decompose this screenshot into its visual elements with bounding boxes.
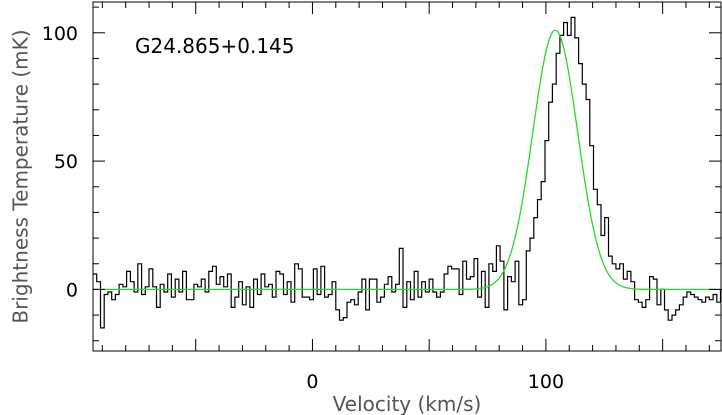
plot-frame xyxy=(92,1,722,352)
data-layer xyxy=(93,16,722,329)
x-axis-label: Velocity (km/s) xyxy=(333,392,482,415)
source-name-label: G24.865+0.145 xyxy=(135,34,295,58)
observed-spectrum-line xyxy=(93,16,722,329)
x-tick-label: 0 xyxy=(306,371,318,393)
gaussian-fit-line xyxy=(93,29,721,291)
y-tick-label: 100 xyxy=(42,23,78,45)
y-tick-label: 0 xyxy=(66,279,78,301)
y-axis-label: Brightness Temperature (mK) xyxy=(9,29,33,323)
x-tick-label: 100 xyxy=(528,371,564,393)
tick-layer: 0 100 0 50 100 xyxy=(42,2,721,393)
y-tick-label: 50 xyxy=(54,151,78,173)
